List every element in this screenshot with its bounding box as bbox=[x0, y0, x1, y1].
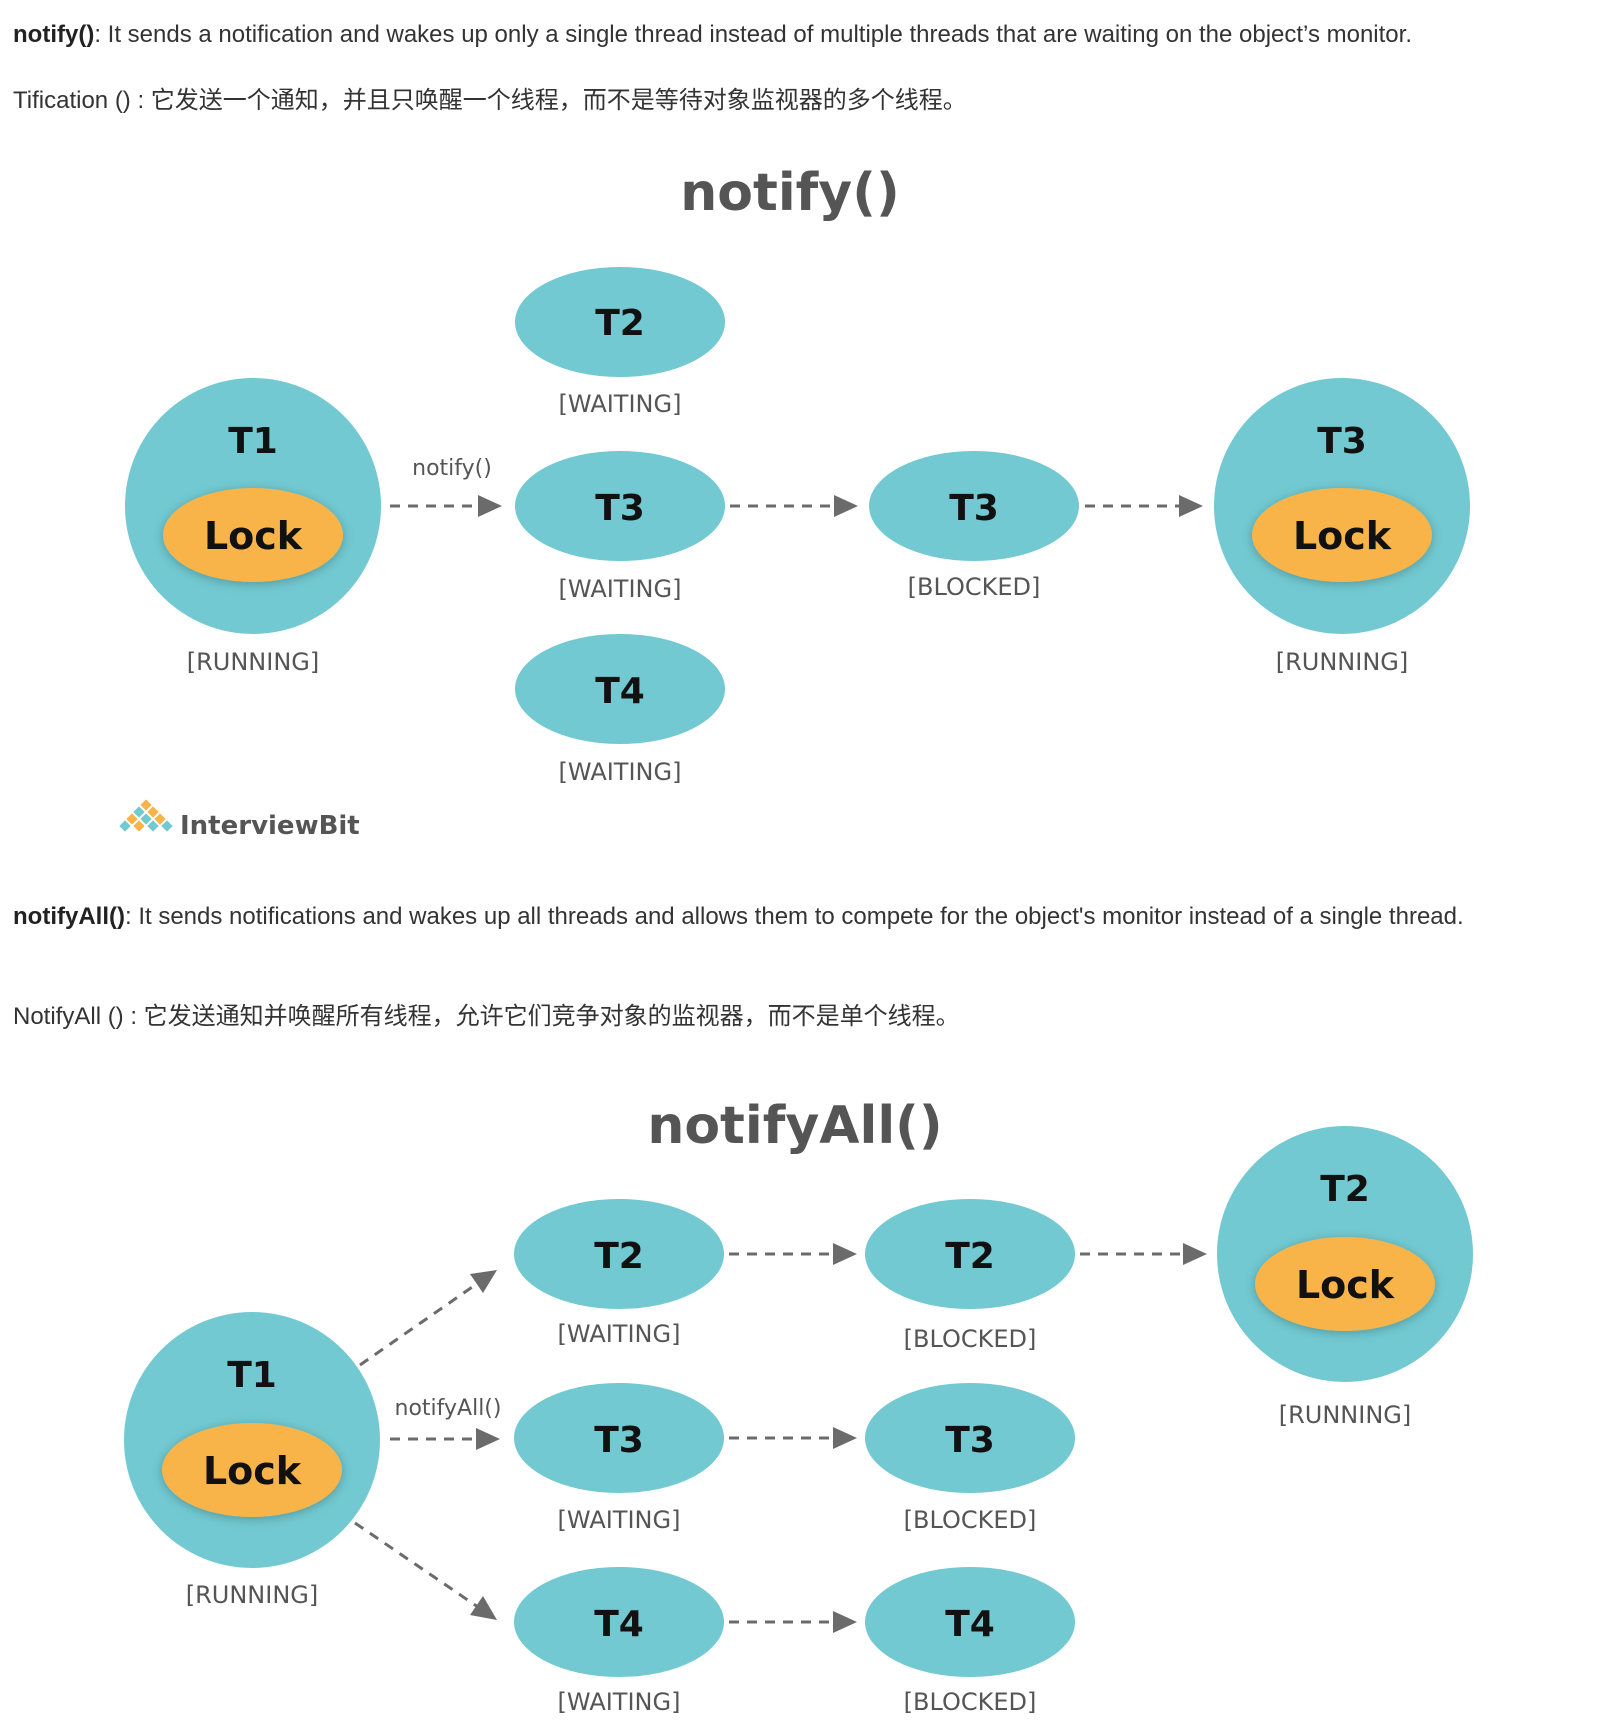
notify-result-thread: T3 Lock [RUNNING] bbox=[1214, 378, 1470, 676]
notify-result-state: [RUNNING] bbox=[1276, 648, 1409, 676]
notifyall-waiting-t4-label: T4 bbox=[594, 1604, 644, 1645]
notifyall-description-text: : It sends notifications and wakes up al… bbox=[124, 903, 1464, 930]
interviewbit-logo-icon bbox=[119, 799, 173, 832]
notify-waiting-t3-state: [WAITING] bbox=[559, 575, 682, 603]
notifyall-blocked-t3-state: [BLOCKED] bbox=[904, 1506, 1037, 1534]
notifyall-source-thread-label: T1 bbox=[227, 1355, 277, 1396]
notifyall-result-thread-label: T2 bbox=[1320, 1169, 1370, 1210]
notify-source-thread-label: T1 bbox=[228, 421, 278, 462]
notify-source-thread: T1 Lock [RUNNING] bbox=[125, 378, 381, 676]
notifyall-blocked-t4: T4 [BLOCKED] bbox=[865, 1567, 1075, 1716]
notify-source-state: [RUNNING] bbox=[187, 648, 320, 676]
notifyall-source-lock-label: Lock bbox=[203, 1449, 302, 1493]
notifyall-source-lock bbox=[162, 1423, 342, 1517]
notifyall-arrow-to-running-head bbox=[1183, 1243, 1207, 1265]
notifyall-blocked-t3: T3 [BLOCKED] bbox=[865, 1383, 1075, 1534]
notifyall-blocked-t2-label: T2 bbox=[945, 1236, 995, 1277]
notifyall-diagram-title: notifyAll() bbox=[647, 1096, 942, 1156]
notify-diagram: notify() T1 Lock [RUNNING] notify() T2 [… bbox=[119, 163, 1470, 841]
notifyall-waiting-t2-label: T2 bbox=[594, 1236, 644, 1277]
notify-waiting-t3-label: T3 bbox=[595, 488, 645, 529]
notify-result-lock bbox=[1252, 488, 1432, 582]
notifyall-waiting-t2-state: [WAITING] bbox=[558, 1320, 681, 1348]
notify-waiting-t4-label: T4 bbox=[595, 671, 645, 712]
interviewbit-logo-text: InterviewBit bbox=[180, 811, 360, 841]
notifyall-waiting-t4-state: [WAITING] bbox=[558, 1688, 681, 1716]
notifyall-blocked-t4-state: [BLOCKED] bbox=[904, 1688, 1037, 1716]
notify-waiting-t2: T2 [WAITING] bbox=[515, 267, 725, 418]
notifyall-description: notifyAll(): It sends notifications and … bbox=[13, 899, 1573, 935]
notify-waiting-t4: T4 [WAITING] bbox=[515, 634, 725, 786]
notify-result-lock-label: Lock bbox=[1293, 514, 1392, 558]
notifyall-arrow-up-head bbox=[470, 1270, 497, 1293]
notifyall-waiting-t4: T4 [WAITING] bbox=[514, 1567, 724, 1716]
notifyall-source-thread: T1 Lock [RUNNING] bbox=[124, 1312, 380, 1609]
notify-description-text: : It sends a notification and wakes up o… bbox=[94, 21, 1412, 48]
notifyall-result-state: [RUNNING] bbox=[1279, 1401, 1412, 1429]
notifyall-arrow-label: notifyAll() bbox=[395, 1396, 502, 1421]
notify-diagram-title: notify() bbox=[680, 163, 899, 223]
notify-source-lock bbox=[163, 488, 343, 582]
notify-waiting-t2-state: [WAITING] bbox=[559, 390, 682, 418]
notifyall-result-lock-label: Lock bbox=[1296, 1263, 1395, 1307]
notifyall-waiting-t3-label: T3 bbox=[594, 1420, 644, 1461]
notify-description: notify(): It sends a notification and wa… bbox=[13, 17, 1573, 53]
notify-arrow-label: notify() bbox=[412, 456, 492, 481]
notifyall-arrow-down-line bbox=[354, 1521, 479, 1609]
notifyall-heading: notifyAll() bbox=[13, 903, 125, 930]
notifyall-arrow-t3-blocked-head bbox=[833, 1427, 857, 1449]
notify-arrow-to-running-head bbox=[1179, 495, 1203, 517]
notify-waiting-t2-label: T2 bbox=[595, 303, 645, 344]
notify-result-thread-label: T3 bbox=[1317, 421, 1367, 462]
notifyall-diagram: notifyAll() T1 Lock [RUNNING] notifyAll(… bbox=[124, 1096, 1473, 1716]
notifyall-waiting-t3-state: [WAITING] bbox=[558, 1506, 681, 1534]
notify-blocked-t3-label: T3 bbox=[949, 488, 999, 529]
notify-waiting-t4-state: [WAITING] bbox=[559, 758, 682, 786]
notifyall-arrow-mid-head bbox=[476, 1428, 500, 1450]
notifyall-blocked-t3-label: T3 bbox=[945, 1420, 995, 1461]
notify-arrow-to-blocked-head bbox=[834, 495, 858, 517]
notifyall-source-state: [RUNNING] bbox=[186, 1581, 319, 1609]
notifyall-waiting-t3: T3 [WAITING] bbox=[514, 1383, 724, 1534]
notifyall-result-thread: T2 Lock [RUNNING] bbox=[1217, 1126, 1473, 1429]
notify-translation: Tification () : 它发送一个通知，并且只唤醒一个线程，而不是等待对… bbox=[13, 87, 967, 114]
interviewbit-logo: InterviewBit bbox=[119, 799, 360, 841]
notifyall-arrow-t2-blocked-head bbox=[833, 1243, 857, 1265]
notify-waiting-t3: T3 [WAITING] bbox=[515, 451, 725, 603]
notifyall-arrow-t4-blocked-head bbox=[833, 1611, 857, 1633]
notify-source-lock-label: Lock bbox=[204, 514, 303, 558]
notify-heading: notify() bbox=[13, 21, 95, 48]
notifyall-result-lock bbox=[1255, 1237, 1435, 1331]
notify-blocked-t3: T3 [BLOCKED] bbox=[869, 451, 1079, 601]
notifyall-arrow-up-line bbox=[359, 1281, 479, 1367]
notifyall-waiting-t2: T2 [WAITING] bbox=[514, 1199, 724, 1348]
notify-blocked-t3-state: [BLOCKED] bbox=[908, 573, 1041, 601]
notifyall-translation: NotifyAll () : 它发送通知并唤醒所有线程，允许它们竞争对象的监视器… bbox=[13, 1003, 960, 1030]
notifyall-arrow-down-head bbox=[470, 1596, 497, 1620]
notify-arrow-head bbox=[478, 495, 502, 517]
notifyall-blocked-t4-label: T4 bbox=[945, 1604, 995, 1645]
notifyall-blocked-t2: T2 [BLOCKED] bbox=[865, 1199, 1075, 1353]
notifyall-blocked-t2-state: [BLOCKED] bbox=[904, 1325, 1037, 1353]
